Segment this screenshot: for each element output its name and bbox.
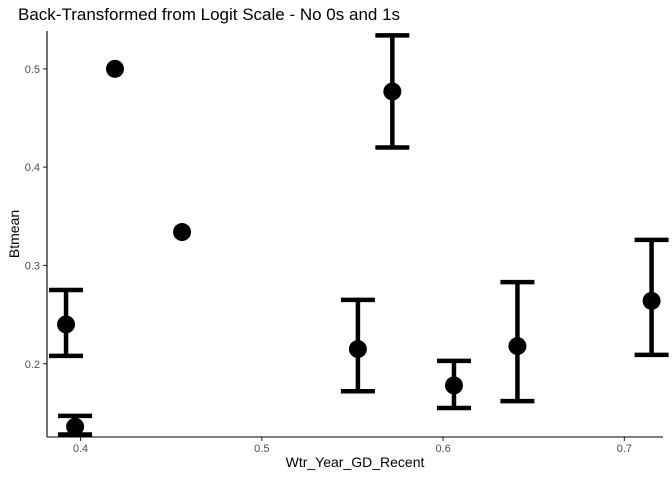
data-point bbox=[57, 315, 76, 334]
data-point bbox=[508, 337, 527, 356]
data-point bbox=[173, 223, 192, 242]
x-tick-label: 0.6 bbox=[435, 443, 450, 455]
chart-title: Back-Transformed from Logit Scale - No 0… bbox=[18, 5, 400, 24]
x-tick-label: 0.5 bbox=[254, 443, 269, 455]
data-point bbox=[642, 291, 661, 310]
y-tick-label: 0.2 bbox=[25, 359, 40, 371]
y-tick-label: 0.5 bbox=[25, 64, 40, 76]
y-axis-title: Btmean bbox=[6, 210, 22, 258]
data-points bbox=[57, 59, 661, 436]
data-point bbox=[66, 417, 85, 436]
data-point bbox=[383, 82, 402, 101]
x-tick-label: 0.4 bbox=[73, 443, 88, 455]
x-axis-title: Wtr_Year_GD_Recent bbox=[286, 454, 425, 470]
y-tick-label: 0.4 bbox=[25, 162, 40, 174]
x-tick-label: 0.7 bbox=[617, 443, 632, 455]
data-point bbox=[105, 59, 124, 78]
y-tick-label: 0.3 bbox=[25, 260, 40, 272]
data-point bbox=[348, 340, 367, 359]
y-axis-ticks: 0.2 0.3 0.4 0.5 bbox=[25, 64, 47, 371]
data-point bbox=[444, 376, 463, 395]
x-axis-ticks: 0.4 0.5 0.6 0.7 bbox=[73, 437, 632, 455]
